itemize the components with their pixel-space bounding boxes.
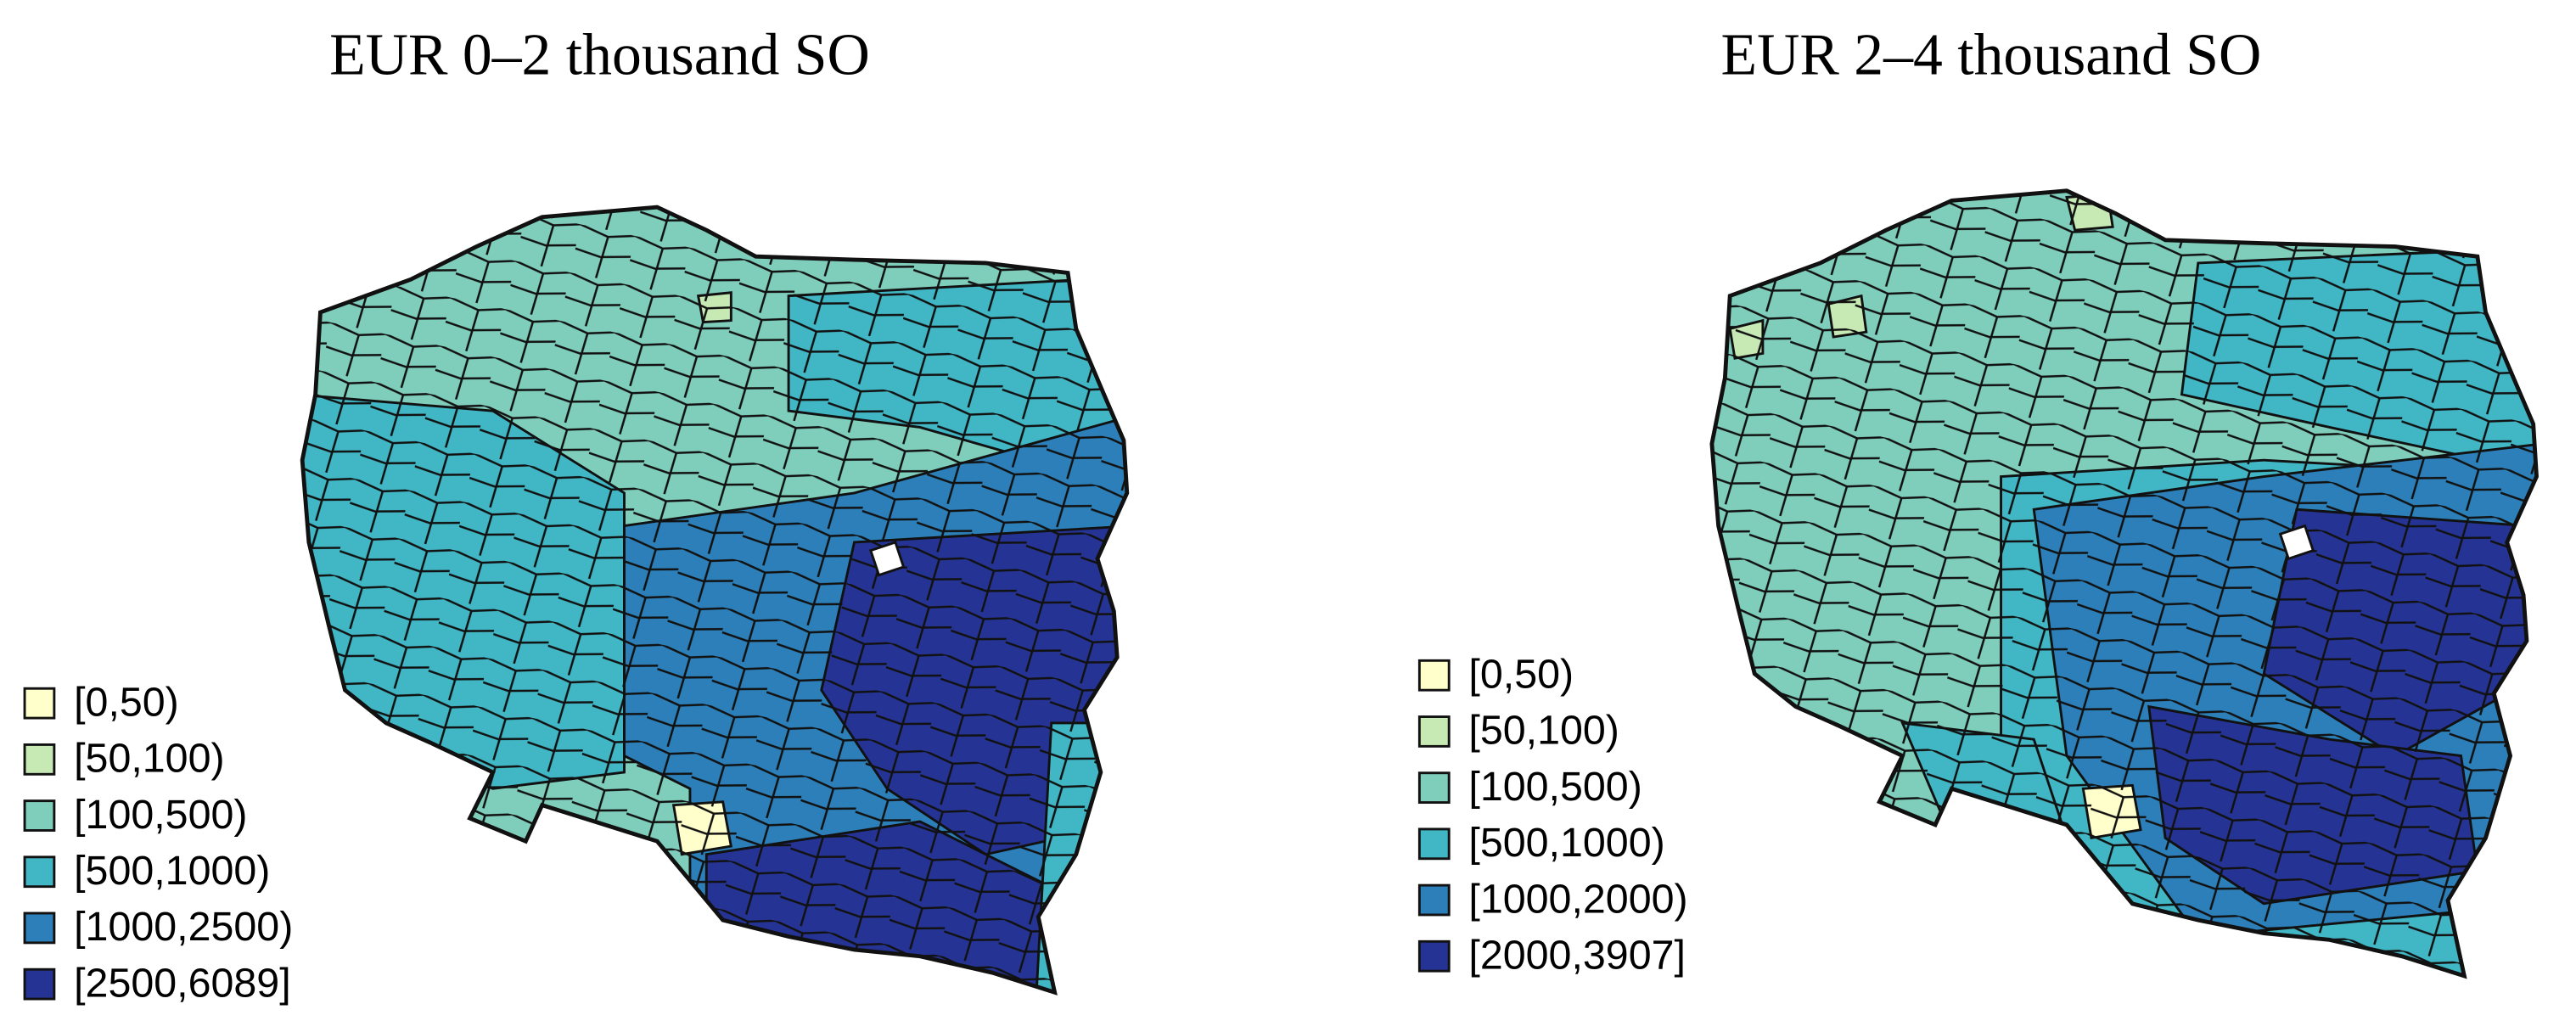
legend-swatch [23,968,56,1001]
legend-label: [1000,2000) [1468,876,1687,922]
map-title: EUR 2–4 thousand SO [1721,22,2262,87]
map [1711,190,2537,976]
legend-label: [1000,2500) [74,904,293,950]
legend-swatch [23,687,56,720]
legend-label: [2000,3907] [1468,932,1686,978]
legend-label: [0,50) [1468,651,1574,697]
legend-swatch [23,911,56,945]
legend-swatch [23,855,56,889]
legend-swatch [1417,827,1451,861]
map-title: EUR 0–2 thousand SO [329,22,870,87]
legend: [0,50) [50,100) [100,500) [500,1000) [1000,2… [23,679,293,1006]
legend-label: [50,100) [74,736,225,782]
legend-swatch [1417,883,1451,917]
legend-swatch [23,743,56,776]
legend-label: [100,500) [74,792,247,838]
legend-label: [50,100) [1468,708,1619,754]
legend-label: [2500,6089] [74,960,291,1006]
legend: [0,50) [50,100) [100,500) [500,1000) [1000,2… [1417,651,1688,978]
legend-label: [0,50) [74,679,179,725]
legend-label: [500,1000) [74,848,270,894]
legend-label: [500,1000) [1468,820,1664,866]
legend-swatch [1417,659,1451,692]
legend-swatch [1417,939,1451,973]
map-panel: EUR 0–2 thousand SO [0,50) [50,100) [100,5… [23,22,1166,1006]
legend-label: [100,500) [1468,764,1642,810]
legend-swatch [1417,715,1451,748]
legend-swatch [23,799,56,832]
legend-swatch [1417,771,1451,805]
map-panel: EUR 2–4 thousand SO [0,50) [50,100) [100,5… [1417,22,2576,978]
